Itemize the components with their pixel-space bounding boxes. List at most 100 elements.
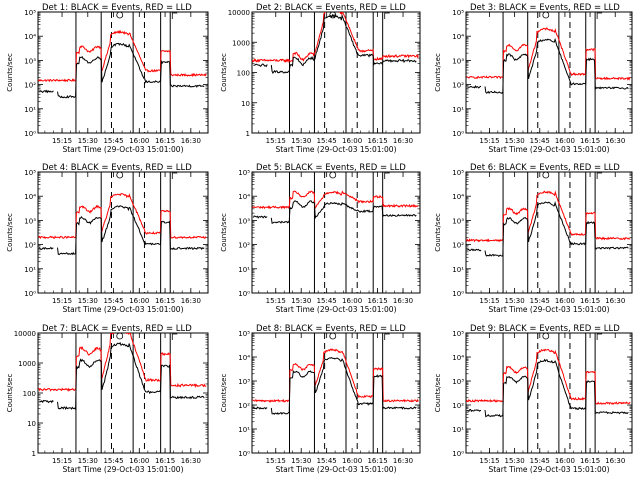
plot-frame: [465, 11, 633, 134]
x-tick-label: 16:15: [367, 137, 387, 145]
chart-panel-4: Det 4: BLACK = Events, RED = LLD 10⁰ 10¹ 10…: [6, 163, 209, 314]
x-tick-label: 15:45: [103, 137, 123, 145]
x-tick-label: 15:15: [266, 457, 286, 465]
x-tick-label: 15:15: [52, 137, 72, 145]
attenuator-marker: [329, 332, 337, 340]
chart-panel-9: Det 9: BLACK = Events, RED = LLD 10⁰ 10¹ 10…: [434, 324, 633, 474]
y-tick-label: 10³: [452, 378, 464, 386]
x-axis-label: Start Time (29-Oct-03 15:01:00): [62, 305, 183, 314]
y-tick-label: 10¹: [238, 426, 250, 434]
series-lld-line: [466, 190, 631, 243]
x-tick-label: 16:00: [555, 457, 575, 465]
y-tick-label: 10¹: [24, 106, 36, 114]
y-tick-label: 10²: [452, 402, 464, 410]
x-tick-label: 16:30: [393, 297, 413, 305]
series-events-line: [467, 358, 629, 418]
y-tick-label: 10²: [24, 82, 36, 90]
plot-frame: [465, 332, 633, 454]
y-tick-label: 10000: [228, 9, 250, 17]
y-tick-label: 10³: [238, 378, 250, 386]
series-lld-line: [38, 193, 207, 240]
x-tick-label: 16:15: [580, 137, 600, 145]
y-axis-label: Counts/sec: [434, 374, 442, 413]
x-tick-label: 15:30: [291, 457, 311, 465]
series-events-line: [466, 37, 629, 95]
x-tick-label: 15:15: [479, 137, 499, 145]
x-tick-label: 16:15: [580, 457, 600, 465]
series-lld-line: [466, 27, 631, 81]
x-tick-label: 16:00: [129, 137, 149, 145]
x-axis-label: Start Time (29-Oct-03 15:01:00): [488, 305, 609, 314]
y-tick-label: 10⁵: [452, 169, 464, 177]
attenuator-marker: [329, 171, 337, 179]
chart-panel-2: Det 2: BLACK = Events, RED = LLD 1 10 100 10…: [220, 3, 421, 154]
chart-panel-6: Det 6: BLACK = Events, RED = LLD 10⁰ 10¹ 10…: [434, 163, 633, 314]
series-events-line: [252, 200, 417, 224]
attenuator-marker: [171, 172, 178, 179]
y-tick-label: 10¹: [452, 106, 464, 114]
x-tick-label: 15:45: [530, 457, 550, 465]
x-tick-label: 16:15: [367, 297, 387, 305]
y-tick-label: 10²: [238, 242, 250, 250]
y-tick-label: 10⁴: [452, 354, 464, 362]
attenuator-marker: [542, 11, 550, 19]
y-tick-label: 10⁰: [24, 290, 36, 298]
x-tick-label: 16:00: [129, 297, 149, 305]
chart-panel-1: Det 1: BLACK = Events, RED = LLD 10⁰ 10¹ 10…: [6, 3, 209, 154]
x-tick-label: 15:30: [78, 457, 98, 465]
plot-frame: [251, 171, 421, 294]
y-axis-label: Counts/sec: [434, 53, 442, 92]
attenuator-marker: [171, 333, 178, 340]
x-tick-label: 16:00: [555, 297, 575, 305]
x-tick-label: 15:45: [317, 137, 337, 145]
attenuator-marker: [542, 332, 550, 340]
y-tick-label: 10³: [238, 217, 250, 225]
y-tick-label: 1: [246, 130, 250, 138]
x-axis-label: Start Time (29-Oct-03 15:01:00): [488, 145, 609, 154]
series-events-line: [466, 200, 629, 257]
chart-panel-8: Det 8: BLACK = Events, RED = LLD 10⁰ 10¹ 10…: [220, 324, 421, 474]
y-tick-label: 10⁰: [238, 450, 250, 458]
y-tick-label: 1: [32, 450, 36, 458]
attenuator-marker: [384, 172, 390, 179]
y-tick-label: 10⁴: [238, 193, 250, 201]
x-tick-label: 15:30: [78, 297, 98, 305]
x-axis-label: Start Time (29-Oct-03 15:01:00): [275, 305, 396, 314]
y-tick-label: 10⁴: [452, 193, 464, 201]
chart-title: Det 5: BLACK = Events, RED = LLD: [256, 163, 406, 173]
y-axis-label: Counts/sec: [6, 374, 14, 413]
x-tick-label: 16:00: [129, 457, 149, 465]
x-tick-label: 15:15: [479, 457, 499, 465]
x-tick-label: 16:30: [605, 297, 625, 305]
x-axis-label: Start Time (29-Oct-03 15:01:00): [62, 145, 183, 154]
y-tick-label: 10¹: [24, 266, 36, 274]
plot-frame: [37, 11, 209, 134]
chart-title: Det 3: BLACK = Events, RED = LLD: [470, 3, 620, 13]
x-tick-label: 16:00: [342, 457, 362, 465]
x-axis-label: Start Time (29-Oct-03 15:01:00): [275, 465, 396, 474]
y-tick-label: 10³: [452, 217, 464, 225]
series-events-line: [38, 205, 205, 256]
y-tick-label: 10⁰: [238, 290, 250, 298]
attenuator-marker: [384, 12, 390, 19]
x-tick-label: 15:45: [317, 297, 337, 305]
y-tick-label: 100: [23, 390, 36, 398]
y-tick-label: 10⁴: [238, 354, 250, 362]
plot-frame: [37, 332, 209, 454]
plot-frame: [251, 332, 421, 454]
x-tick-label: 16:30: [181, 457, 201, 465]
x-tick-label: 15:15: [266, 297, 286, 305]
x-tick-label: 15:45: [103, 457, 123, 465]
y-tick-label: 10³: [24, 57, 36, 65]
attenuator-marker: [596, 333, 603, 340]
series-lld-line: [38, 29, 207, 83]
x-tick-label: 15:30: [505, 137, 525, 145]
attenuator-marker: [116, 171, 124, 179]
y-tick-label: 10⁵: [238, 169, 250, 177]
x-tick-label: 16:15: [155, 137, 175, 145]
y-tick-label: 10²: [24, 242, 36, 250]
x-tick-label: 15:45: [530, 297, 550, 305]
y-tick-label: 10²: [452, 82, 464, 90]
y-tick-label: 10: [27, 420, 36, 428]
attenuator-marker: [171, 12, 178, 19]
